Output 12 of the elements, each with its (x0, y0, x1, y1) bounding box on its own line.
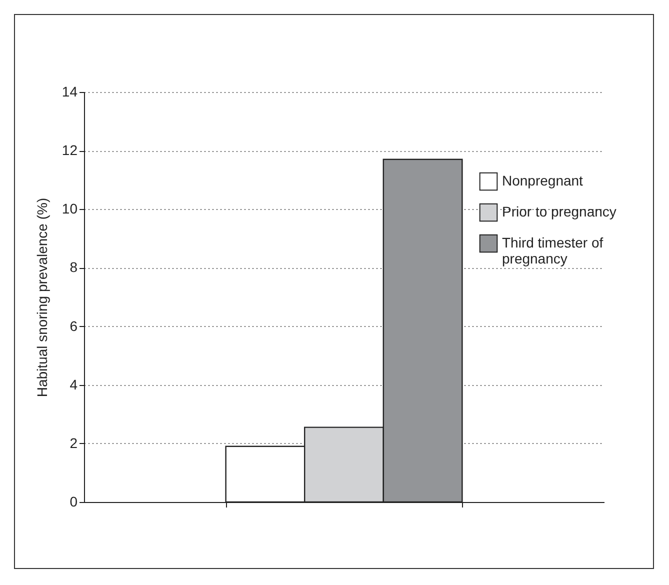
y-axis-title: Habitual snoring prevalence (%) (34, 198, 50, 398)
y-tick-label: 2 (70, 434, 78, 451)
legend-label: Third timester of pregnancy (502, 234, 604, 266)
y-tick-label: 12 (62, 142, 78, 158)
y-tick-label: 0 (70, 494, 78, 510)
y-tick-label: 4 (70, 376, 78, 392)
legend-label: Nonpregnant (502, 172, 584, 188)
y-tick-label: 6 (70, 318, 78, 334)
y-tick-label: 10 (62, 200, 78, 217)
legend-label: Prior to pregnancy (502, 204, 616, 220)
y-tick-label: 8 (70, 259, 78, 276)
y-tick-label: 14 (62, 84, 78, 100)
